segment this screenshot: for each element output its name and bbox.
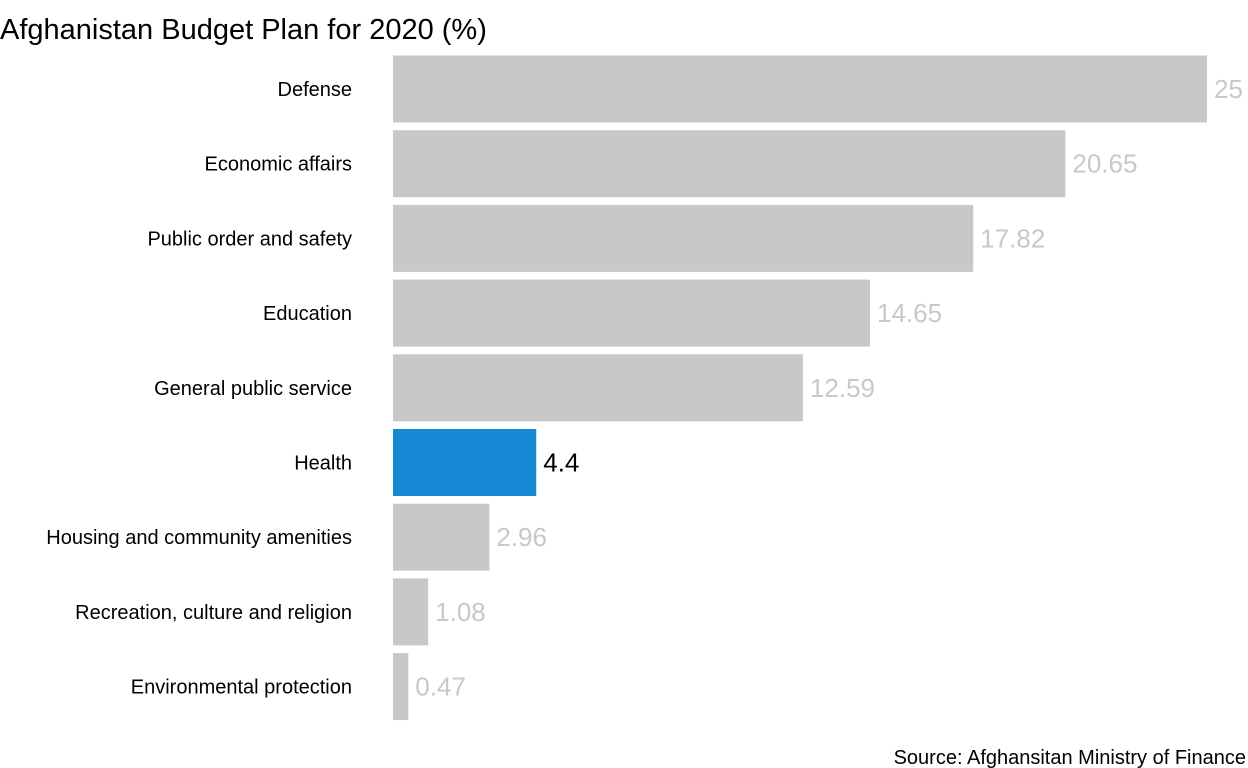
- value-label: 0.47: [415, 672, 466, 702]
- value-label: 12.59: [810, 373, 875, 403]
- bar-row: Recreation, culture and religion 1.08: [75, 578, 486, 645]
- bar-row: General public service 12.59: [154, 354, 875, 421]
- value-label: 4.4: [543, 448, 579, 478]
- bar: [393, 205, 973, 272]
- bar: [393, 130, 1065, 197]
- value-label: 20.65: [1072, 149, 1137, 179]
- bar-row: Education 14.65: [263, 280, 942, 347]
- bar-row: Housing and community amenities 2.96: [46, 504, 547, 571]
- bar-row: Economic affairs 20.65: [205, 130, 1138, 197]
- bar: [393, 280, 870, 347]
- bar: [393, 504, 489, 571]
- bar-row: Health 4.4: [294, 429, 579, 496]
- value-label: 1.08: [435, 597, 486, 627]
- category-label: Health: [294, 453, 352, 475]
- bar-row: Public order and safety 17.82: [147, 205, 1045, 272]
- category-label: Public order and safety: [147, 228, 352, 250]
- bar: [393, 56, 1207, 123]
- value-label: 2.96: [496, 522, 547, 552]
- category-label: General public service: [154, 378, 352, 400]
- chart-title: Afghanistan Budget Plan for 2020 (%): [0, 14, 487, 46]
- category-label: Education: [263, 303, 352, 325]
- value-label: 25: [1214, 74, 1243, 104]
- bar: [393, 354, 803, 421]
- category-label: Defense: [278, 79, 353, 101]
- bars-group: Defense 25 Economic affairs 20.65 Public ord…: [46, 56, 1243, 721]
- category-label: Economic affairs: [205, 154, 352, 176]
- bar: [393, 578, 428, 645]
- bar-row: Environmental protection 0.47: [131, 653, 466, 720]
- value-label: 14.65: [877, 298, 942, 328]
- bar-row: Defense 25: [278, 56, 1243, 123]
- category-label: Housing and community amenities: [46, 527, 352, 549]
- category-label: Environmental protection: [131, 677, 352, 699]
- value-label: 17.82: [980, 223, 1045, 253]
- category-label: Recreation, culture and religion: [75, 602, 352, 624]
- bar: [393, 653, 408, 720]
- source-note: Source: Afghansitan Ministry of Finance: [894, 747, 1246, 768]
- bar-highlighted: [393, 429, 536, 496]
